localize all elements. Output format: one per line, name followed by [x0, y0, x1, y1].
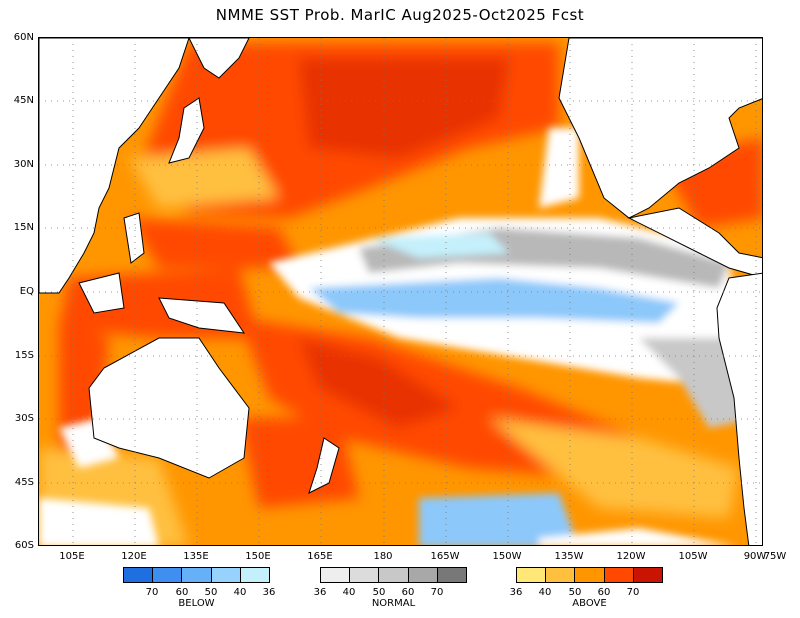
sst-probability-map [38, 37, 763, 546]
lat-label-60n: 60N [13, 32, 34, 43]
legend-normal-swatch [321, 568, 351, 582]
lon-label-150w: 150W [492, 551, 522, 562]
legend-normal: 36 40 50 60 70 NORMAL [314, 567, 467, 611]
borneo-landmass [78, 272, 125, 314]
lon-label-75w: 75W [763, 551, 787, 562]
legend-below-swatch [182, 568, 212, 582]
legend-below-tick: 40 [233, 587, 247, 598]
map-title: NMME SST Prob. MarIC Aug2025-Oct2025 Fcs… [215, 6, 585, 24]
legend-above-tick: 36 [509, 587, 523, 598]
lon-label-150e: 150E [245, 551, 271, 562]
legend-above-swatch [604, 568, 634, 582]
legend-normal-tick: 36 [313, 587, 327, 598]
lat-label-30s: 30S [14, 413, 34, 424]
philippines-landmass [123, 212, 145, 264]
japan-landmass [168, 97, 205, 164]
legend-below-colorbar [123, 567, 270, 583]
north-america-landmass [558, 38, 762, 219]
legend-normal-swatch [408, 568, 438, 582]
legend-above-tick: 50 [568, 587, 582, 598]
legend-normal-swatch [437, 568, 467, 582]
legend-above-swatch [575, 568, 605, 582]
legend-below-swatch [124, 568, 154, 582]
graticule [39, 38, 762, 545]
lon-label-90w: 90W [743, 551, 767, 562]
legend-normal-swatch [379, 568, 409, 582]
legend-below: 70 60 50 40 36 BELOW [123, 567, 275, 611]
legend-normal-swatch [350, 568, 380, 582]
lat-label-30n: 30N [13, 159, 34, 170]
legend-above: 36 40 50 60 70 ABOVE [510, 567, 663, 611]
legend-below-swatch [153, 568, 183, 582]
legend-below-swatch [240, 568, 270, 582]
legend-below-tick: 36 [262, 587, 276, 598]
new-guinea-landmass [158, 297, 246, 334]
lon-label-180: 180 [373, 551, 393, 562]
legend-above-colorbar [516, 567, 663, 583]
lon-label-120e: 120E [121, 551, 147, 562]
legend-normal-tick: 60 [401, 587, 415, 598]
kamchatka-landmass [188, 38, 250, 79]
lat-label-45n: 45N [13, 95, 34, 106]
legend-above-swatch [633, 568, 663, 582]
probability-field [39, 43, 762, 545]
lon-label-120w: 120W [616, 551, 646, 562]
legend-normal-colorbar [320, 567, 467, 583]
lon-label-135w: 135W [554, 551, 584, 562]
asia-landmass [39, 38, 190, 294]
legend-below-tick: 70 [145, 587, 159, 598]
legend-above-swatch [517, 568, 547, 582]
lon-label-135e: 135E [183, 551, 209, 562]
lat-label-60s: 60S [14, 540, 34, 551]
legend-normal-label: NORMAL [371, 598, 416, 609]
land-masses [39, 38, 762, 545]
legend-normal-tick: 70 [430, 587, 444, 598]
lon-label-165e: 165E [307, 551, 333, 562]
lat-label-15n: 15N [13, 222, 34, 233]
legend-above-tick: 60 [597, 587, 611, 598]
central-america-landmass [627, 207, 762, 278]
legend-normal-tick: 50 [372, 587, 386, 598]
legend-above-tick: 70 [626, 587, 640, 598]
lon-label-105w: 105W [678, 551, 708, 562]
new-zealand-landmass [308, 437, 340, 494]
legend-below-tick: 60 [175, 587, 189, 598]
lat-label-15s: 15S [14, 350, 34, 361]
lon-label-105e: 105E [59, 551, 85, 562]
legend-above-swatch [546, 568, 576, 582]
legend-normal-tick: 40 [342, 587, 356, 598]
australia-landmass [88, 337, 250, 479]
legend-above-tick: 40 [538, 587, 552, 598]
map-canvas [39, 38, 762, 545]
lat-label-45s: 45S [14, 477, 34, 488]
legend-above-label: ABOVE [572, 598, 607, 609]
lon-label-165w: 165W [430, 551, 460, 562]
legend-below-label: BELOW [178, 598, 215, 609]
lat-label-eq: EQ [19, 286, 34, 297]
legend-below-tick: 50 [204, 587, 218, 598]
legend-below-swatch [211, 568, 241, 582]
